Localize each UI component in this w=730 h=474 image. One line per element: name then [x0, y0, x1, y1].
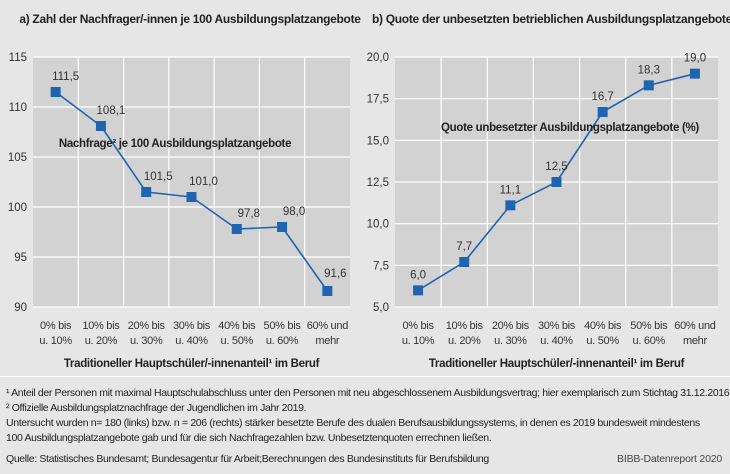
- divider: [0, 376, 730, 377]
- data-label: 6,0: [410, 269, 426, 281]
- data-point: [551, 177, 562, 187]
- data-point: [689, 68, 700, 79]
- x-tick-label: u. 60%: [633, 335, 666, 347]
- x-tick-label: u. 60%: [266, 335, 299, 347]
- x-tick-label: 20% bis: [128, 320, 166, 332]
- x-axis-label: Traditioneller Hauptschüler/-innenanteil…: [429, 358, 685, 370]
- x-tick-label: 50% bis: [630, 320, 668, 332]
- data-label: 98,0: [283, 206, 305, 218]
- charts: a) Zahl der Nachfrager/-innen je 100 Aus…: [8, 12, 730, 370]
- x-tick-label: mehr: [683, 335, 707, 347]
- data-point: [141, 187, 152, 197]
- x-tick-label: 60% und: [307, 320, 349, 332]
- y-tick-label: 115: [9, 52, 27, 64]
- y-tick-label: 110: [9, 102, 27, 114]
- brand-label: BIBB-Datenreport 2020: [617, 453, 722, 465]
- series-label: Nachfrage² je 100 Ausbildungsplatzangebo…: [59, 138, 291, 150]
- data-point: [277, 222, 288, 232]
- data-label: 101,5: [144, 171, 173, 183]
- y-tick-label: 7,5: [373, 260, 389, 272]
- data-point: [50, 87, 61, 97]
- x-tick-label: 10% bis: [446, 320, 484, 332]
- plot-area: [33, 57, 350, 307]
- y-tick-label: 5,0: [373, 302, 389, 314]
- data-label: 16,7: [591, 91, 613, 103]
- data-point: [231, 224, 242, 234]
- data-label: 18,3: [638, 64, 660, 76]
- footnote-1: ¹ Anteil der Personen mit maximal Haupts…: [6, 387, 730, 399]
- x-tick-label: 60% und: [674, 320, 716, 332]
- footnote-3: Untersucht wurden n= 180 (links) bzw. n …: [6, 417, 700, 429]
- chart-title: b) Quote der unbesetzten betrieblichen A…: [372, 12, 730, 26]
- x-tick-label: 30% bis: [538, 320, 576, 332]
- data-point: [459, 257, 470, 267]
- x-tick-label: u. 50%: [221, 335, 254, 347]
- data-label: 19,0: [684, 53, 706, 65]
- x-tick-label: u. 40%: [175, 335, 208, 347]
- footnotes: ¹ Anteil der Personen mit maximal Haupts…: [6, 386, 730, 446]
- data-label: 91,6: [324, 268, 346, 280]
- y-tick-label: 95: [14, 252, 27, 264]
- x-tick-label: 30% bis: [173, 320, 211, 332]
- y-tick-label: 17,5: [367, 94, 389, 106]
- x-tick-label: 0% bis: [402, 320, 434, 332]
- data-point: [597, 107, 608, 117]
- x-tick-label: u. 30%: [494, 335, 527, 347]
- x-tick-label: 40% bis: [218, 320, 256, 332]
- data-label: 11,1: [500, 184, 522, 196]
- chart-title: a) Zahl der Nachfrager/-innen je 100 Aus…: [19, 12, 361, 26]
- y-tick-label: 105: [8, 152, 27, 164]
- data-point: [186, 192, 197, 202]
- data-label: 12,5: [545, 161, 567, 173]
- source-note: Quelle: Statistisches Bundesamt; Bundesa…: [6, 453, 489, 465]
- y-tick-label: 90: [14, 302, 27, 314]
- x-tick-label: mehr: [315, 335, 339, 347]
- footnote-4: 100 Ausbildungsplatzangebote gab und für…: [6, 432, 492, 444]
- x-tick-label: u. 10%: [402, 335, 435, 347]
- y-tick-label: 100: [8, 202, 27, 214]
- data-label: 101,0: [189, 176, 218, 188]
- y-tick-label: 10,0: [367, 219, 389, 231]
- footnote-2: ² Offizielle Ausbildungsplatznachfrage d…: [6, 402, 307, 414]
- x-tick-label: u. 20%: [85, 335, 118, 347]
- x-tick-label: 40% bis: [584, 320, 622, 332]
- x-tick-label: 10% bis: [82, 320, 120, 332]
- data-point: [322, 286, 333, 296]
- x-tick-label: 50% bis: [264, 320, 302, 332]
- y-tick-label: 20,0: [367, 52, 389, 64]
- data-point: [505, 200, 516, 211]
- data-label: 108,1: [97, 105, 126, 117]
- x-tick-label: 20% bis: [492, 320, 530, 332]
- x-axis-label: Traditioneller Hauptschüler/-innenanteil…: [64, 358, 320, 370]
- data-point: [643, 80, 654, 91]
- data-point: [413, 285, 424, 296]
- data-label: 97,8: [238, 208, 260, 220]
- y-tick-label: 15,0: [367, 135, 389, 147]
- y-tick-label: 12,5: [367, 177, 389, 189]
- x-tick-label: 0% bis: [40, 320, 72, 332]
- x-tick-label: u. 50%: [586, 335, 619, 347]
- series-label: Quote unbesetzter Ausbildungsplatzangebo…: [441, 122, 699, 134]
- data-label: 7,7: [456, 241, 472, 253]
- x-tick-label: u. 30%: [130, 335, 163, 347]
- x-tick-label: u. 20%: [448, 335, 481, 347]
- data-label: 111,5: [52, 71, 79, 83]
- data-point: [95, 121, 106, 131]
- x-tick-label: u. 10%: [39, 335, 72, 347]
- x-tick-label: u. 40%: [540, 335, 573, 347]
